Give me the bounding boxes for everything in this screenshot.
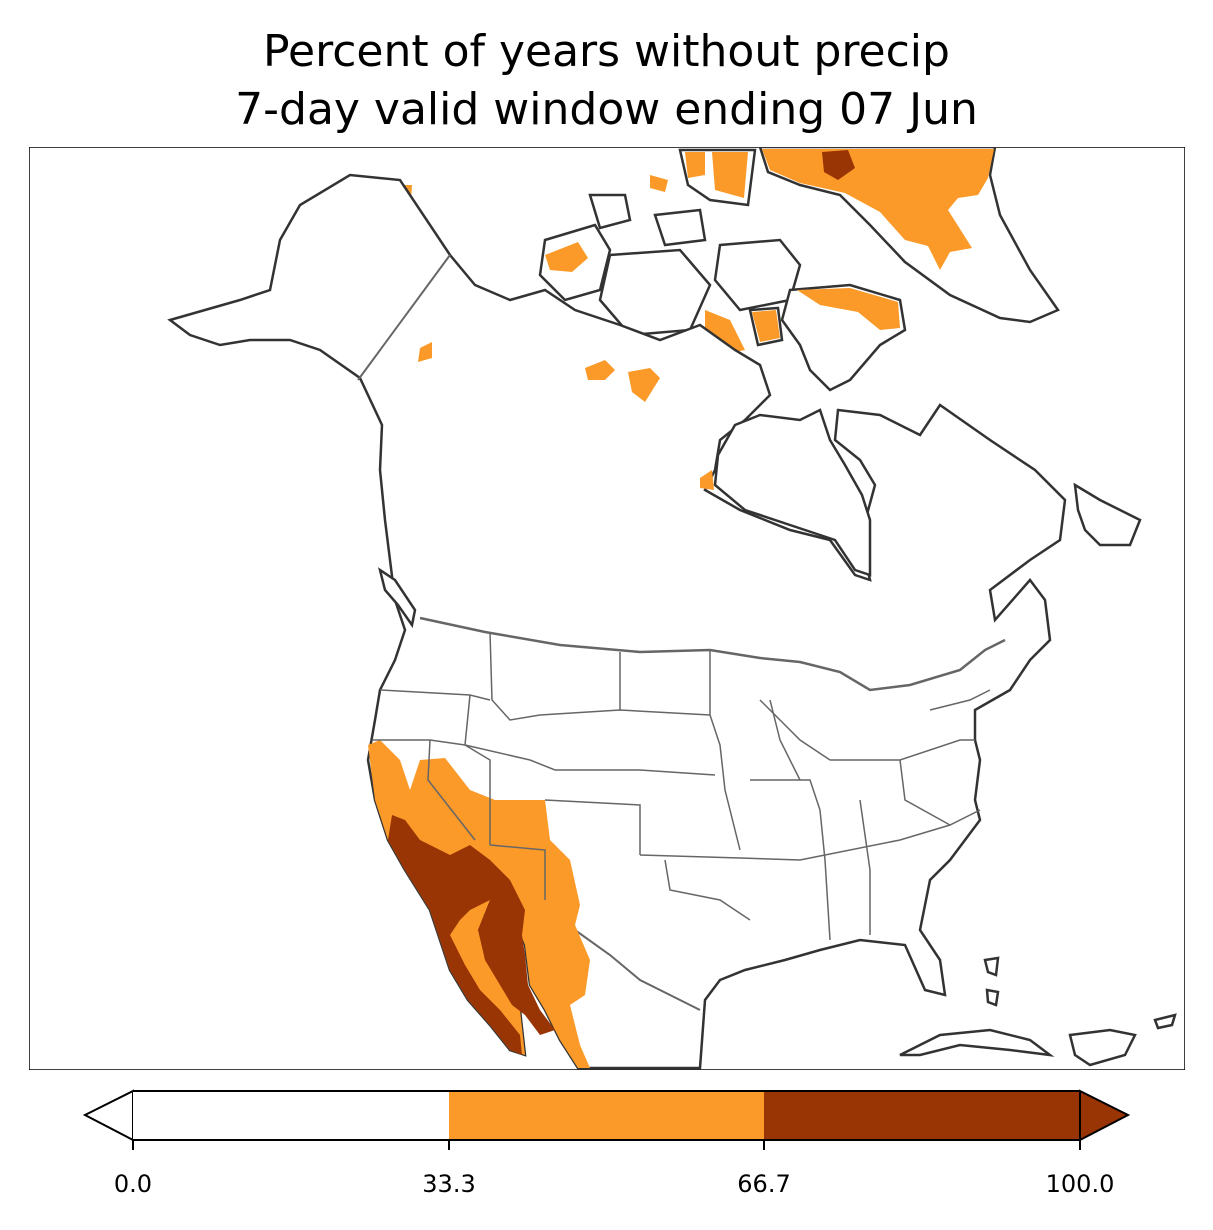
- hudson-bay-mid-patch: [700, 470, 714, 490]
- colorbar: 0.0 33.3 66.7 100.0: [82, 1089, 1131, 1198]
- colorbar-tick-label: 33.3: [422, 1170, 475, 1198]
- cuba: [899, 1028, 1055, 1057]
- colorbar-tick-label: 100.0: [1046, 1170, 1115, 1198]
- arctic-island: [588, 193, 632, 230]
- state-borders: [372, 631, 991, 941]
- colorbar-bin-mid: [449, 1091, 764, 1140]
- chart-title-line-2: 7-day valid window ending 07 Jun: [235, 84, 978, 135]
- canada-mid-patch: [585, 360, 615, 380]
- bahamas: [983, 956, 1000, 977]
- bahamas: [985, 988, 1000, 1007]
- baffin-island-mid: [797, 288, 900, 330]
- hispaniola: [1068, 1028, 1137, 1067]
- puerto-rico: [1153, 1013, 1177, 1030]
- newfoundland: [1073, 482, 1142, 547]
- colorbar-tick-label: 66.7: [737, 1170, 790, 1198]
- greenland-high-spot: [822, 150, 855, 180]
- colorbar-extend-low: [82, 1089, 134, 1142]
- arctic-island: [653, 208, 707, 247]
- map-panel: [29, 147, 1185, 1070]
- colorbar-bin-high: [764, 1091, 1080, 1140]
- chart-title-line-1: Percent of years without precip: [263, 26, 950, 77]
- arctic-island-mid: [685, 152, 705, 178]
- colorbar-ticks: [132, 1140, 1081, 1150]
- canada-mid-patch: [628, 368, 660, 402]
- colorbar-extend-high: [1079, 1089, 1131, 1142]
- alaska-canada-border: [357, 254, 451, 381]
- canada-mid-patch: [418, 342, 432, 362]
- southwest-high-region: [388, 815, 555, 1055]
- arctic-island-mid: [545, 242, 588, 272]
- southampton-island-mid: [752, 310, 780, 342]
- hudson-bay: [713, 408, 872, 577]
- greenland-mid-region: [762, 149, 994, 270]
- colorbar-bin-low: [133, 1091, 449, 1140]
- arctic-island-mid: [712, 152, 748, 198]
- us-canada-border: [419, 616, 1006, 692]
- colorbar-tick-label: 0.0: [114, 1170, 152, 1198]
- arctic-island-mid: [650, 175, 668, 192]
- vancouver-island: [378, 567, 417, 629]
- colorbar-outline: [133, 1090, 1080, 1141]
